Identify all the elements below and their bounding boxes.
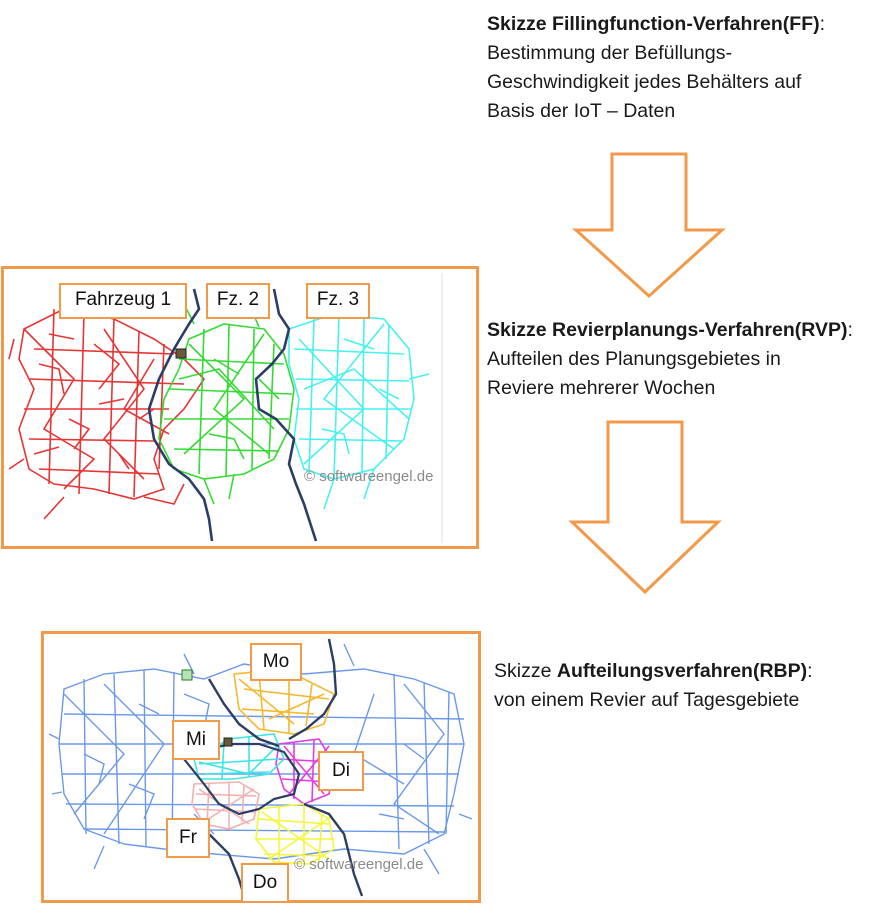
- thursday-roads: [255, 803, 335, 865]
- step1-text: Skizze Fillingfunction-Verfahren(FF): Be…: [487, 10, 887, 126]
- step3-title-suffix: :: [807, 660, 813, 682]
- label-mi: Mi: [172, 720, 220, 760]
- truck-icon: [181, 669, 193, 681]
- vehicle-map-frame: Fahrzeug 1 Fz. 2 Fz. 3 © softwareengel.d…: [1, 266, 479, 549]
- step3-title-prefix: Skizze: [494, 660, 557, 682]
- wednesday-roads: [193, 733, 285, 780]
- step3-text: Skizze Aufteilungsverfahren(RBP): von ei…: [494, 657, 890, 715]
- step2-line1: Aufteilen des Planungsgebietes in: [487, 348, 781, 370]
- vehicle2-roads: [158, 303, 295, 505]
- label-fahrzeug-1: Fahrzeug 1: [59, 283, 187, 319]
- down-arrow-1: [572, 152, 726, 299]
- vehicle1-roads: [8, 308, 206, 520]
- revier-roads: [48, 643, 473, 875]
- step2-text: Skizze Revierplanungs-Verfahren(RVP): Au…: [487, 316, 891, 403]
- label-mo: Mo: [250, 643, 302, 681]
- label-fz-3: Fz. 3: [306, 283, 370, 319]
- step1-title-suffix: :: [819, 13, 826, 35]
- label-di: Di: [318, 751, 364, 791]
- step2-title: Skizze Revierplanungs-Verfahren(RVP): [487, 319, 848, 341]
- step1-title: Skizze Fillingfunction-Verfahren(FF): [487, 13, 820, 35]
- vehicle-map: [8, 273, 443, 543]
- label-fr: Fr: [166, 818, 210, 858]
- down-arrow-2: [568, 420, 722, 595]
- step1-line1: Bestimmung der Befüllungs-: [487, 42, 732, 64]
- step1-line2: Geschwindigkeit jedes Behälters auf: [487, 71, 802, 93]
- label-fz-2: Fz. 2: [206, 283, 270, 319]
- step1-line3: Basis der IoT – Daten: [487, 100, 676, 122]
- step3-line1: von einem Revier auf Tagesgebiete: [494, 689, 800, 711]
- revier-boundary-north: [207, 638, 338, 748]
- boundary-line-2: [254, 288, 318, 542]
- truck-icon: [175, 348, 187, 359]
- step3-title: Aufteilungsverfahren(RBP): [556, 660, 808, 682]
- depot-icon: [223, 737, 233, 747]
- vehicle3-roads: [288, 293, 430, 510]
- label-do: Do: [241, 863, 289, 903]
- watermark-1: © softwareengel.de: [304, 468, 434, 485]
- watermark-2: © softwareengel.de: [294, 856, 424, 873]
- step2-line2: Reviere mehrerer Wochen: [487, 377, 716, 399]
- boundary-line-1: [147, 288, 214, 542]
- friday-roads: [191, 781, 260, 830]
- revier-boundary-center: [182, 742, 301, 816]
- day-map-frame: Mo Mi Di Fr Do © softwareengel.de: [41, 631, 481, 903]
- step2-title-suffix: :: [847, 319, 853, 341]
